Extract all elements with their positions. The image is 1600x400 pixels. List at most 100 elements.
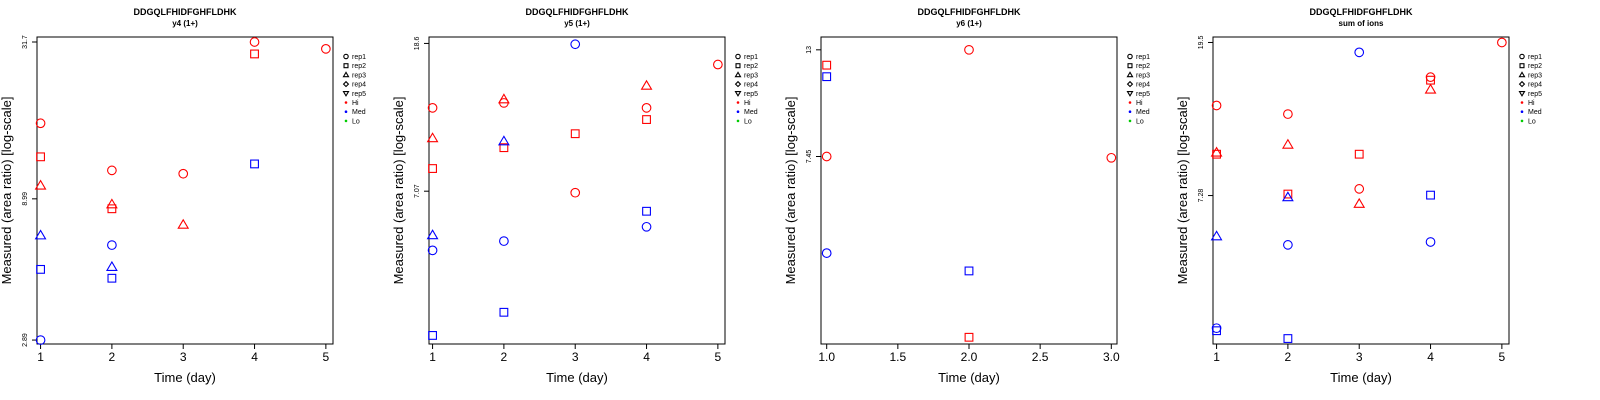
legend-label: rep3 [1528, 72, 1542, 79]
legend-hi-dot-icon [736, 101, 740, 104]
chart-panel: DDGQLFHIDFGHFLDHK sum of ions 1 2 3 4 5 Time (d… [1175, 7, 1542, 385]
legend-label: rep4 [744, 82, 758, 89]
legend-med-dot-icon [344, 110, 348, 113]
legend-circle-icon [1127, 53, 1133, 60]
data-point-circle-hi [713, 59, 723, 70]
data-point-circle-hi [1497, 37, 1507, 48]
x-tick-label: 5 [715, 350, 722, 364]
data-point-triangle-up-med [426, 229, 439, 240]
legend-triangle-up-icon [342, 71, 350, 78]
data-point-square-med [499, 307, 509, 317]
legend-med-dot-icon [1128, 110, 1132, 113]
data-point-circle-hi [321, 44, 331, 54]
legend: rep1 rep2 rep3 rep4 rep5 Hi Med Lo [734, 53, 758, 125]
legend-square-icon [1519, 63, 1525, 69]
x-tick-label: 3.0 [1103, 350, 1120, 364]
legend-lo-dot-icon [1520, 119, 1524, 123]
data-point-square-med [1212, 326, 1221, 336]
legend-label: rep4 [1136, 82, 1150, 89]
legend-label: rep4 [352, 82, 366, 89]
chart-title: DDGQLFHIDFGHFLDHK [526, 7, 629, 17]
data-point-circle-med [1354, 47, 1365, 58]
legend-label: Lo [1136, 118, 1144, 125]
x-tick-label: 1 [429, 350, 436, 364]
data-point-circle-med [107, 240, 117, 250]
legend-square-icon [343, 63, 349, 69]
chart-subtitle: sum of ions [1339, 19, 1384, 28]
legend-label: Med [744, 109, 758, 116]
data-point-circle-med [570, 39, 581, 50]
data-point-circle-hi [1106, 152, 1117, 163]
y-tick-label: 31.7 [22, 35, 29, 49]
plot-frame [36, 36, 334, 345]
data-point-triangle-up-med [105, 260, 118, 271]
x-tick-label: 5 [1499, 350, 1506, 364]
legend-label: rep3 [744, 72, 758, 79]
data-point-circle-hi [178, 168, 189, 179]
data-point-triangle-up-med [1210, 230, 1223, 241]
legend: rep1 rep2 rep3 rep4 rep5 Hi Med Lo [342, 53, 366, 125]
data-point-circle-hi [499, 98, 509, 108]
x-tick-label: 3 [572, 350, 579, 364]
data-point-triangle-up-hi [640, 79, 653, 90]
legend-diamond-icon [1518, 80, 1526, 88]
data-point-square-hi [1212, 149, 1221, 159]
legend-label: rep2 [1136, 63, 1150, 70]
data-point-triangle-up-hi [1210, 146, 1223, 157]
legend-label: rep5 [1136, 91, 1150, 98]
data-point-circle-med [641, 221, 652, 232]
legend-triangle-up-icon [1518, 71, 1526, 78]
data-point-circle-med [499, 236, 509, 246]
y-tick-label: 7.45 [806, 150, 813, 164]
legend-square-icon [735, 63, 741, 69]
data-point-triangle-up-med [497, 135, 510, 146]
y-axis-label: Measured (area ratio) [log-scale] [0, 97, 14, 285]
data-point-triangle-up-hi [1424, 83, 1437, 94]
legend-label: rep1 [1136, 54, 1150, 61]
data-point-square-hi [36, 152, 45, 162]
x-tick-label: 3 [180, 350, 187, 364]
data-point-circle-hi [427, 103, 438, 113]
legend-lo-dot-icon [344, 119, 348, 123]
y-axis-label: Measured (area ratio) [log-scale] [391, 97, 406, 285]
y-axis-label: Measured (area ratio) [log-scale] [1175, 97, 1190, 285]
x-tick-label: 1.5 [890, 350, 907, 364]
legend-label: rep1 [744, 54, 758, 61]
legend: rep1 rep2 rep3 rep4 rep5 Hi Med Lo [1126, 53, 1150, 125]
legend-med-dot-icon [1520, 110, 1524, 113]
x-axis-label: Time (day) [154, 370, 216, 385]
data-point-circle-med [821, 248, 832, 258]
legend-circle-icon [343, 53, 349, 60]
legend-circle-icon [1519, 53, 1525, 60]
x-tick-label: 4 [643, 350, 650, 364]
legend-triangle-down-icon [1126, 90, 1134, 97]
x-tick-label: 5 [323, 350, 330, 364]
data-point-circle-med [35, 335, 46, 345]
data-point-square-hi [822, 60, 832, 70]
legend-label: rep3 [1136, 72, 1150, 79]
data-point-triangle-up-hi [34, 179, 47, 190]
data-point-square-med [107, 273, 117, 283]
data-point-square-med [822, 72, 832, 82]
data-point-circle-hi [1283, 109, 1293, 119]
chart-title: DDGQLFHIDFGHFLDHK [134, 7, 237, 17]
x-axis-label: Time (day) [938, 370, 1000, 385]
data-point-square-med [642, 206, 651, 216]
chart-panel: DDGQLFHIDFGHFLDHK y5 (1+) 1 2 3 4 5 Time (day) 7… [391, 7, 758, 385]
x-tick-label: 4 [251, 350, 258, 364]
data-point-circle-hi [821, 151, 832, 162]
data-point-circle-med [1211, 323, 1222, 334]
data-point-circle-hi [107, 165, 117, 176]
data-point-square-hi [642, 115, 651, 124]
data-point-circle-hi [1211, 100, 1222, 111]
data-point-square-hi [107, 204, 117, 214]
chart-subtitle: y6 (1+) [956, 19, 982, 28]
x-tick-label: 1.0 [818, 350, 835, 364]
legend-triangle-up-icon [734, 71, 742, 78]
legend-triangle-down-icon [1518, 90, 1526, 97]
legend-diamond-icon [1126, 80, 1134, 88]
data-point-circle-med [1283, 240, 1293, 250]
x-tick-label: 3 [1356, 350, 1363, 364]
legend-label: Med [1136, 109, 1150, 116]
legend-triangle-down-icon [342, 90, 350, 97]
